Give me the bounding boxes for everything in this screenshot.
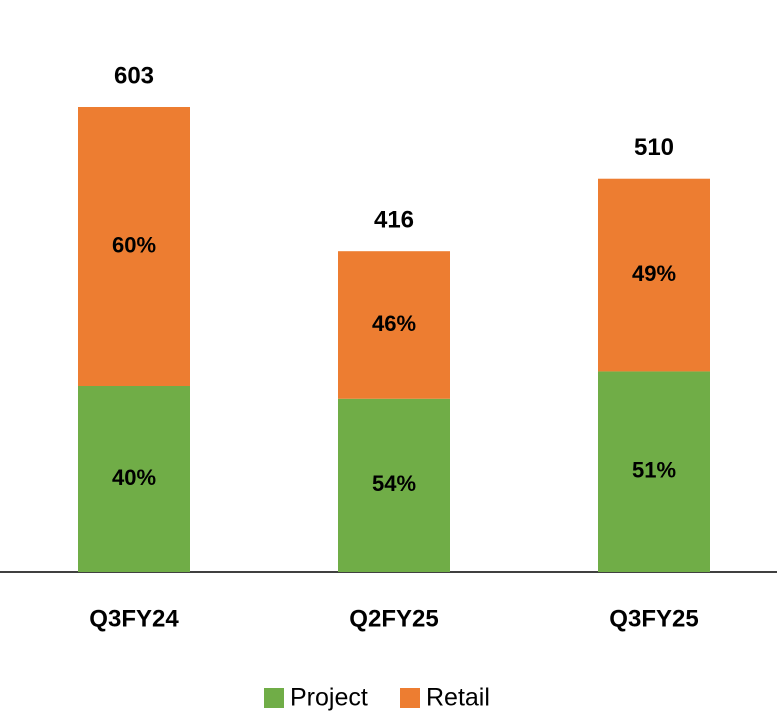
legend-label: Project [290, 684, 368, 712]
total-label: 603 [114, 62, 154, 89]
x-tick-label: Q3FY24 [89, 605, 179, 632]
bar-segment [338, 398, 450, 572]
segment-label: 60% [112, 232, 156, 257]
segment-label: 54% [372, 471, 416, 496]
segment-label: 51% [632, 458, 676, 483]
x-tick-label: Q3FY25 [609, 605, 698, 632]
legend-label: Retail [426, 684, 490, 712]
bar-segment [78, 386, 190, 572]
x-tick-label: Q2FY25 [349, 605, 438, 632]
bar-segment [338, 251, 450, 399]
segment-label: 49% [632, 261, 676, 286]
bar-segment [598, 371, 710, 572]
bar-segment [78, 107, 190, 386]
segment-label: 40% [112, 465, 156, 490]
total-label: 510 [634, 134, 674, 161]
total-label: 416 [374, 207, 414, 234]
legend-swatch [264, 688, 284, 708]
segment-label: 46% [372, 311, 416, 336]
legend-swatch [400, 688, 420, 708]
bar-segment [598, 178, 710, 372]
